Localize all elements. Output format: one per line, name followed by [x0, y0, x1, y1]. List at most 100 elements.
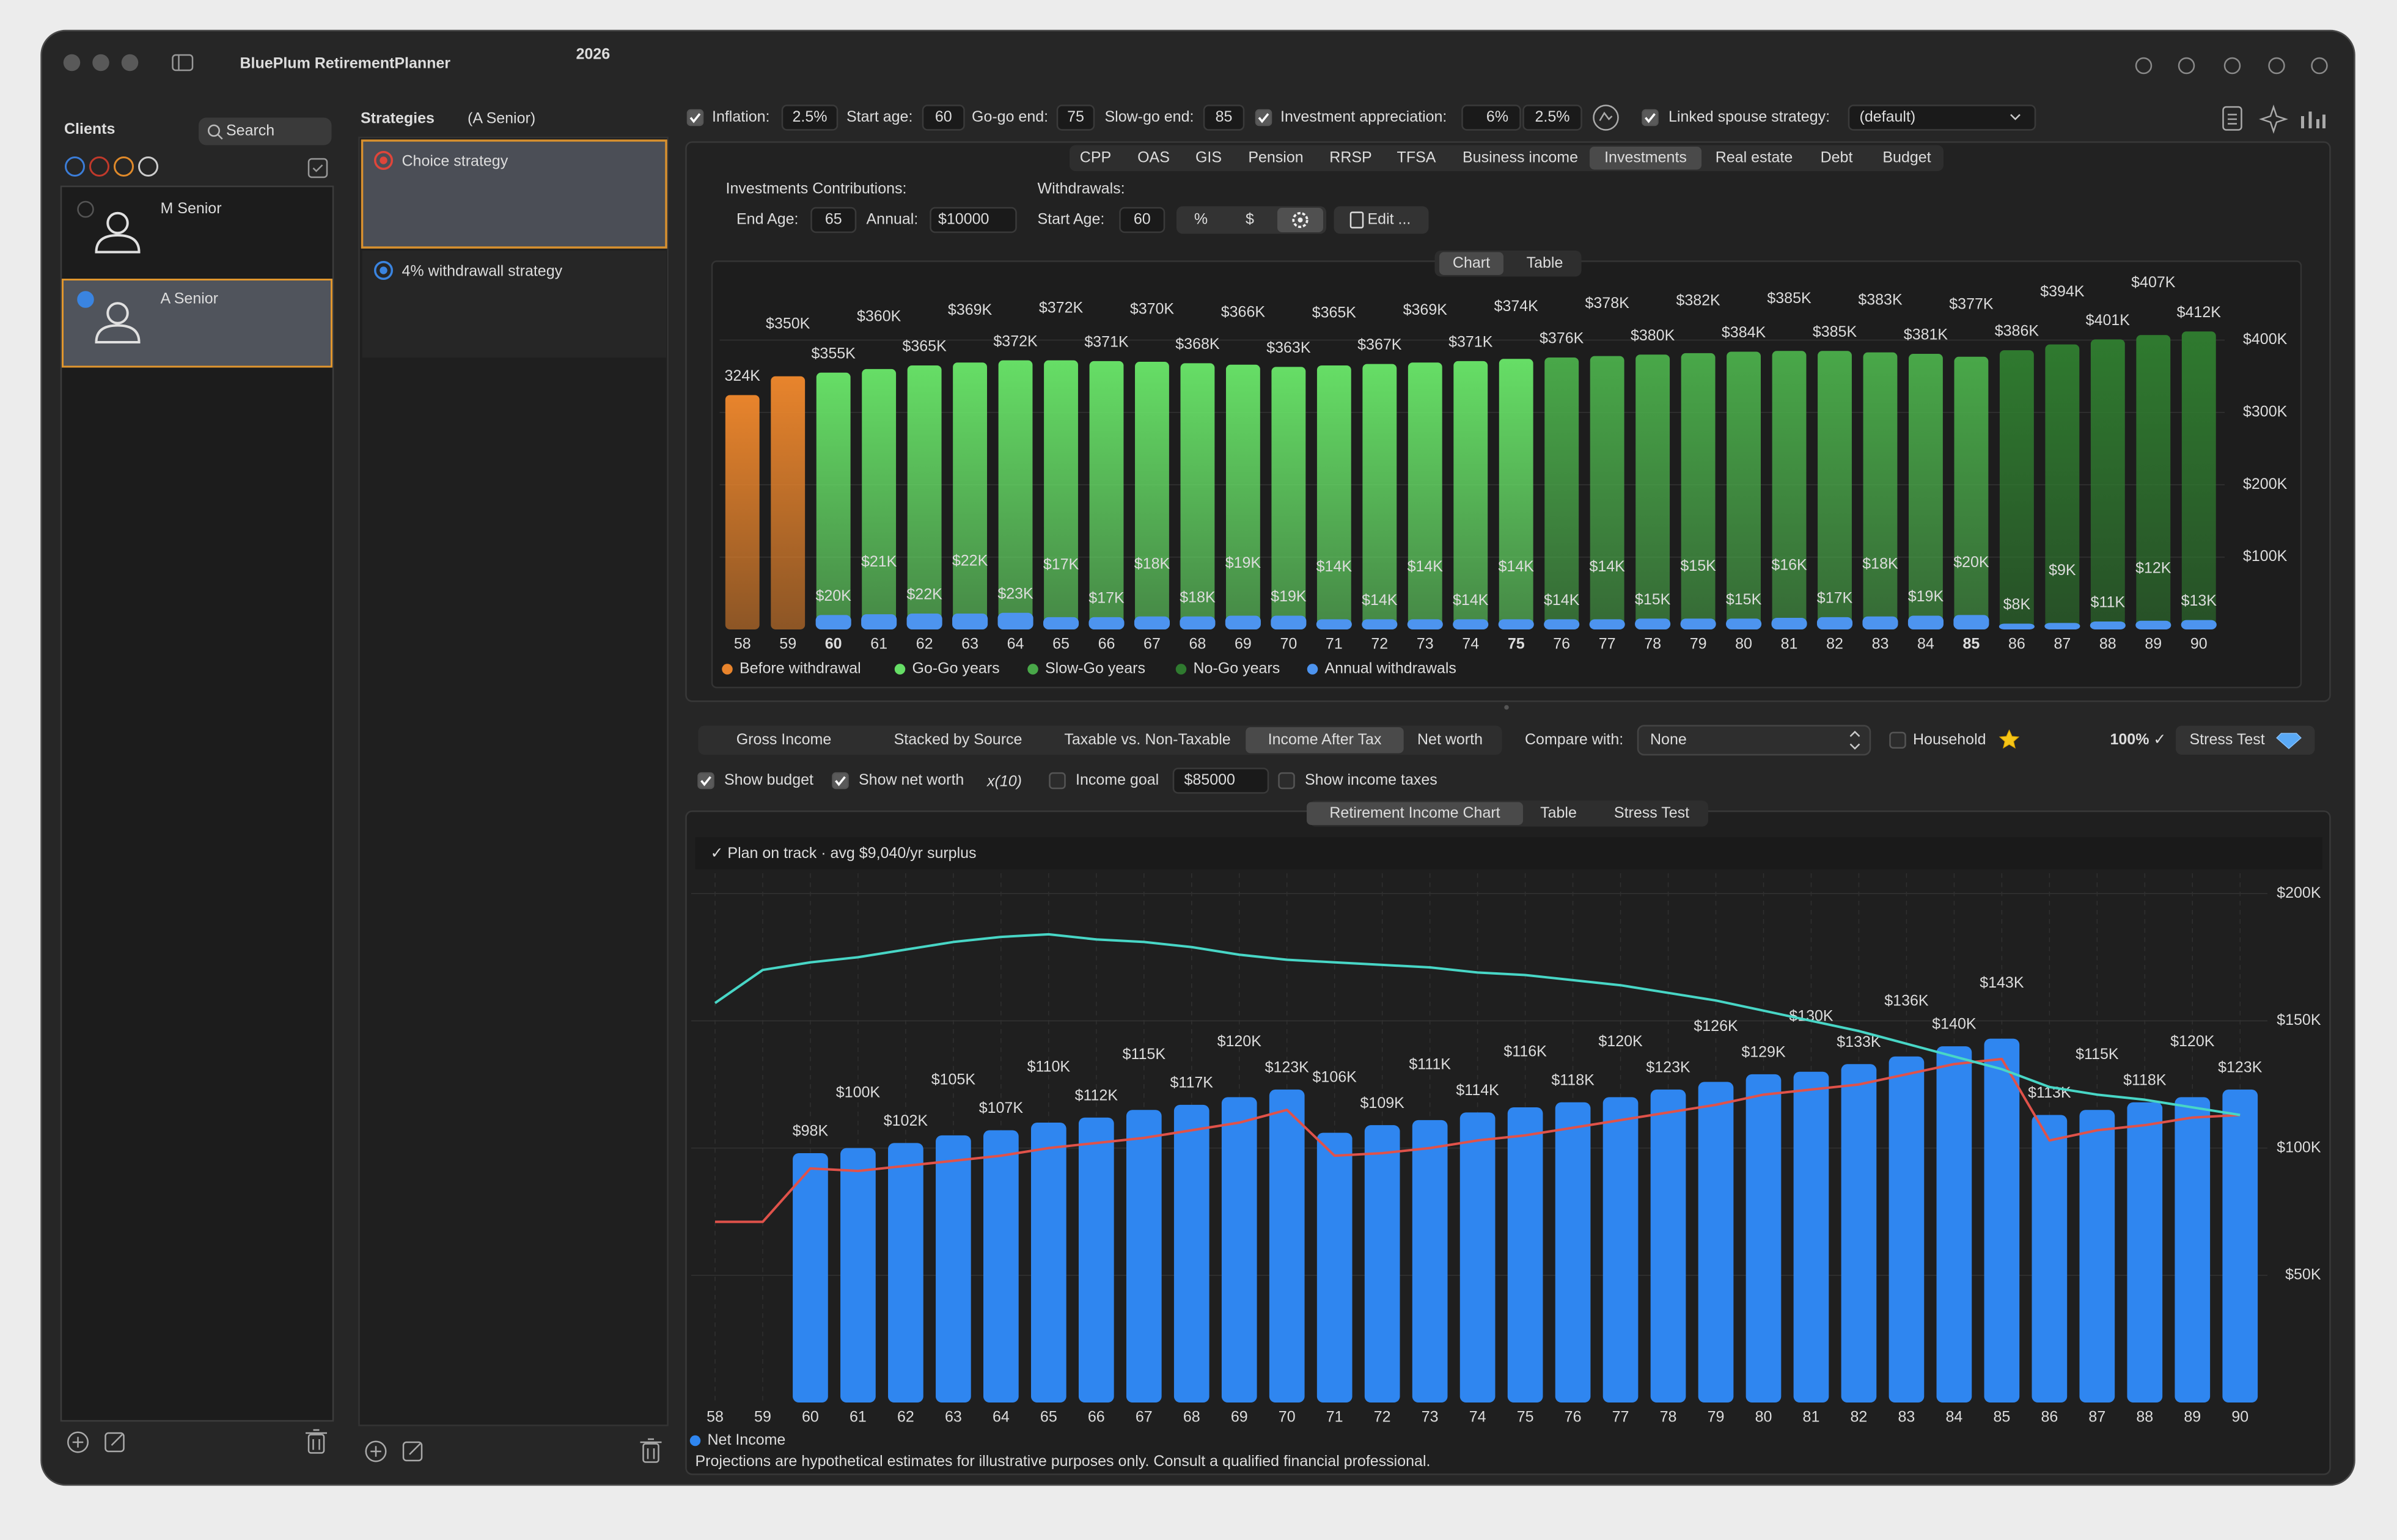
edit-button[interactable]: [105, 1432, 125, 1453]
bar: [1953, 615, 1989, 629]
color-filter[interactable]: [113, 156, 134, 177]
checkbox[interactable]: [1255, 109, 1272, 127]
tab[interactable]: OAS: [1137, 148, 1170, 166]
tab[interactable]: Business income: [1463, 148, 1578, 166]
input-field[interactable]: [1119, 207, 1165, 233]
checkbox[interactable]: [1642, 109, 1659, 127]
checkmark: [700, 776, 711, 787]
tab[interactable]: Table: [1540, 804, 1577, 821]
tab[interactable]: Taxable vs. Non-Taxable: [1064, 731, 1230, 748]
x-tick-label: 70: [1280, 636, 1297, 653]
data-label: $118K: [2123, 1071, 2167, 1088]
color-filter[interactable]: [89, 156, 109, 177]
input-field[interactable]: [922, 105, 965, 131]
toolbar-icon[interactable]: [2268, 57, 2285, 75]
button-label: Edit ...: [1368, 211, 1411, 228]
tab[interactable]: Debt: [1821, 148, 1853, 166]
sidebar-toggle: [172, 54, 194, 72]
window-button[interactable]: [92, 54, 109, 72]
data-label: $12K: [2135, 559, 2171, 576]
toolbar-icon[interactable]: [2311, 57, 2328, 75]
tab[interactable]: Real estate: [1716, 148, 1793, 166]
panel-title: Clients: [64, 120, 115, 138]
input-field[interactable]: [810, 207, 857, 233]
window-button[interactable]: [63, 54, 81, 72]
input-field[interactable]: [1056, 105, 1095, 131]
bar: [1816, 617, 1853, 629]
tab[interactable]: Gross Income: [736, 731, 832, 748]
avatar: [95, 234, 141, 254]
bar: [1044, 360, 1078, 629]
bar: [2044, 623, 2080, 629]
tab[interactable]: Budget: [1882, 148, 1931, 166]
bar: [1408, 362, 1442, 629]
input-field[interactable]: [1522, 105, 1582, 131]
checkbox[interactable]: [1278, 772, 1295, 790]
tab[interactable]: GIS: [1195, 148, 1222, 166]
tab[interactable]: Investments: [1604, 148, 1687, 166]
mode-option[interactable]: %: [1194, 211, 1208, 228]
input-field[interactable]: [1461, 105, 1521, 131]
data-label: $123K: [1646, 1059, 1690, 1076]
toolbar-icon[interactable]: [2135, 57, 2153, 75]
input-field[interactable]: [1203, 105, 1245, 131]
report-button[interactable]: [2222, 106, 2242, 131]
bar: [793, 1153, 828, 1402]
tab[interactable]: Stress Test: [1614, 804, 1689, 821]
x-tick-label: 87: [2088, 1409, 2105, 1426]
add-button[interactable]: [67, 1431, 89, 1453]
bar: [1126, 1110, 1162, 1402]
color-filter[interactable]: [138, 156, 158, 177]
mode-option[interactable]: $: [1246, 211, 1254, 228]
search-field[interactable]: [199, 117, 332, 145]
stress-test-button[interactable]: [2176, 725, 2315, 755]
bar: [1555, 1102, 1591, 1402]
checkmark: [1645, 113, 1656, 123]
x-tick-label: 87: [2054, 636, 2071, 653]
edit-button[interactable]: [402, 1441, 423, 1462]
panel-title: Strategies: [361, 110, 435, 127]
reset-button[interactable]: [1593, 105, 1619, 131]
ai-button[interactable]: [2259, 105, 2288, 134]
client-row[interactable]: [61, 279, 332, 368]
checkbox[interactable]: [832, 772, 849, 790]
data-label: $366K: [1221, 303, 1266, 320]
toolbar-icon[interactable]: [2223, 57, 2241, 75]
data-label: $107K: [979, 1099, 1024, 1116]
bar: [1650, 1089, 1686, 1402]
checkbox[interactable]: [1889, 732, 1906, 749]
tab[interactable]: Pension: [1248, 148, 1303, 166]
tab[interactable]: Stacked by Source: [894, 731, 1022, 748]
tab[interactable]: CPP: [1080, 148, 1111, 166]
x-tick-label: 64: [1007, 636, 1024, 653]
x-tick-label: 65: [1040, 1409, 1057, 1426]
chart-button[interactable]: [2300, 111, 2325, 129]
tab[interactable]: Chart: [1453, 254, 1490, 271]
tab[interactable]: Retirement Income Chart: [1329, 804, 1500, 821]
checkbox[interactable]: [1049, 772, 1066, 790]
add-button[interactable]: [365, 1440, 387, 1462]
dropdown[interactable]: [1637, 725, 1871, 756]
tab[interactable]: Net worth: [1417, 731, 1483, 748]
input-field[interactable]: [1172, 768, 1269, 794]
dropdown[interactable]: [1848, 105, 2036, 131]
delete-button[interactable]: [642, 1443, 659, 1463]
toolbar-icon[interactable]: [2178, 57, 2195, 75]
strategy-row[interactable]: [361, 139, 667, 249]
status-bar: [695, 837, 2322, 870]
tab[interactable]: Income After Tax: [1268, 731, 1382, 748]
tab[interactable]: TFSA: [1397, 148, 1436, 166]
tab[interactable]: RRSP: [1329, 148, 1371, 166]
data-label: $15K: [1635, 591, 1671, 608]
tab[interactable]: Table: [1527, 254, 1563, 271]
input-field[interactable]: [781, 105, 839, 131]
input-field[interactable]: [930, 207, 1017, 233]
delete-button[interactable]: [307, 1434, 325, 1454]
window-button[interactable]: [121, 54, 139, 72]
checkbox[interactable]: [697, 772, 714, 790]
section-label: Investments Contributions:: [726, 180, 907, 197]
field-label: Inflation:: [712, 108, 770, 125]
color-filter[interactable]: [64, 156, 85, 177]
checkbox[interactable]: [686, 109, 704, 127]
line-series: [714, 933, 2241, 1116]
